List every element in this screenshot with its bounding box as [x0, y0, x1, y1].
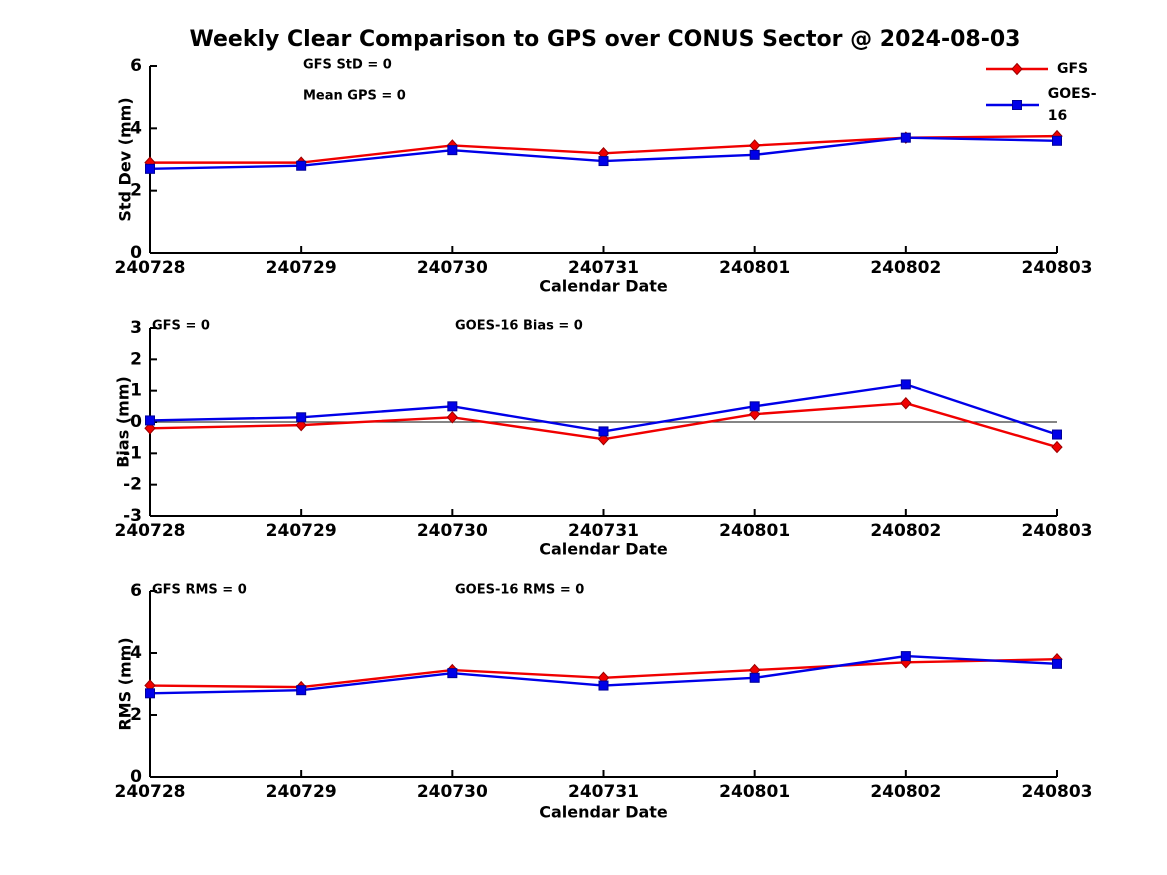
x-tick-label: 240803	[1022, 258, 1093, 278]
y-tick-label: 2	[130, 349, 142, 369]
y-tick-label: 0	[130, 412, 142, 432]
gfs-series	[144, 396, 1063, 454]
gfs-line-swatch	[986, 62, 1048, 76]
legend-entry-gfs: GFS	[986, 58, 1088, 80]
legend-entry-goes-16: GOES-16	[986, 86, 1106, 124]
goes-16-series	[145, 651, 1062, 699]
x-tick-label: 240729	[266, 521, 337, 541]
x-axis-label: Calendar Date	[539, 277, 668, 296]
goes-16-series	[145, 132, 1062, 174]
y-tick-label: 4	[130, 643, 142, 663]
x-tick-label: 240728	[115, 782, 186, 802]
annotation-text: GOES-16 RMS = 0	[455, 583, 584, 598]
annotation-text: GFS RMS = 0	[152, 583, 247, 598]
goes-16-series	[145, 379, 1062, 440]
x-tick-label: 240801	[719, 258, 790, 278]
annotation-text: GFS StD = 0	[303, 58, 392, 73]
y-tick-label: 1	[130, 381, 142, 401]
x-tick-label: 240803	[1022, 782, 1093, 802]
goes-16-line-swatch	[986, 100, 1039, 110]
y-tick-label: -3	[123, 506, 142, 526]
y-tick-label: 0	[130, 243, 142, 263]
x-tick-label: 240731	[568, 258, 639, 278]
y-axis-label: RMS (mm)	[116, 637, 135, 730]
y-tick-label: 3	[130, 318, 142, 338]
x-tick-label: 240730	[417, 782, 488, 802]
annotation-text: GFS = 0	[152, 319, 210, 334]
x-tick-label: 240729	[266, 782, 337, 802]
x-tick-label: 240802	[870, 258, 941, 278]
legend-label-goes-16: GOES-16	[1047, 86, 1097, 124]
y-tick-label: -2	[123, 475, 142, 495]
annotation-text: GOES-16 Bias = 0	[455, 319, 583, 334]
bias-mm-plot: -3 -2 -1 0 1 2 3 240728 240729 240730 240731 240801…	[114, 318, 1093, 559]
x-tick-label: 240731	[568, 782, 639, 802]
x-tick-label: 240803	[1022, 521, 1093, 541]
x-tick-label: 240728	[115, 521, 186, 541]
axes	[149, 65, 1058, 254]
x-tick-label: 240801	[719, 782, 790, 802]
x-tick-label: 240802	[870, 782, 941, 802]
x-axis-label: Calendar Date	[539, 803, 668, 822]
y-tick-label: 6	[130, 581, 142, 601]
y-tick-label: 4	[130, 118, 142, 138]
y-tick-label: 2	[130, 705, 142, 725]
x-axis-label: Calendar Date	[539, 540, 668, 559]
x-tick-label: 240802	[870, 521, 941, 541]
x-tick-label: 240801	[719, 521, 790, 541]
y-tick-label: 2	[130, 181, 142, 201]
annotation-text: Mean GPS = 0	[303, 89, 406, 104]
x-tick-label: 240729	[266, 258, 337, 278]
y-tick-label: -1	[123, 443, 142, 463]
y-axis-label: Bias (mm)	[114, 376, 133, 468]
y-tick-label: 6	[130, 56, 142, 76]
x-tick-label: 240731	[568, 521, 639, 541]
chart-title: Weekly Clear Comparison to GPS over CONU…	[189, 27, 1021, 52]
x-tick-label: 240730	[417, 521, 488, 541]
rms-mm-plot: 0 2 4 6 240728 240729 240730 240731 240801 240802…	[115, 581, 1093, 822]
legend-label-gfs: GFS	[1057, 61, 1089, 77]
x-tick-label: 240728	[115, 258, 186, 278]
y-tick-label: 0	[130, 767, 142, 787]
std-dev-mm-plot: 0 2 4 6 240728 240729 240730 240731 240801 240802…	[115, 56, 1093, 296]
y-axis-label: Std Dev (mm)	[116, 97, 135, 221]
x-tick-label: 240730	[417, 258, 488, 278]
